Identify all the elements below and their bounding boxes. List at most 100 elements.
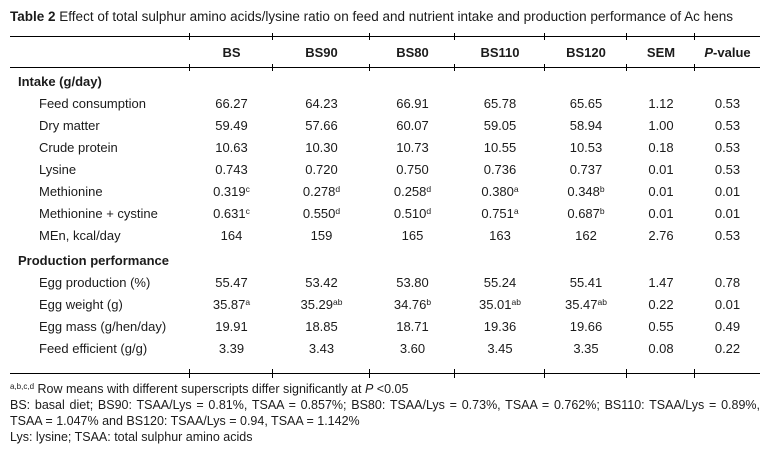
- value-cell: 0.22: [714, 341, 741, 356]
- column-header-bs110: BS110: [454, 33, 545, 72]
- significance-superscript: d: [426, 206, 432, 216]
- row-label: Feed efficient (g/g): [39, 341, 148, 356]
- value-cell: 0.510d: [393, 206, 432, 221]
- table-row: Feed consumption 66.27 64.23 66.91 65.78 65.6…: [10, 93, 760, 115]
- value-cell: 0.258d: [393, 184, 432, 199]
- value-cell: 0.53: [714, 96, 741, 111]
- value-cell: 0.01: [714, 206, 741, 221]
- bottom-rule-cell: [544, 360, 627, 378]
- value-cell: 65.78: [483, 96, 517, 111]
- table-body: Intake (g/day) Feed consumption 66.27 64.23…: [10, 68, 760, 361]
- table-row: MEn, kcal/day 164 159 165 163 162 2.76 0.53: [10, 225, 760, 247]
- value-cell: 0.53: [714, 118, 741, 133]
- value-cell: 59.49: [215, 118, 248, 133]
- value-cell: 0.22: [648, 297, 674, 312]
- section-header: Production performance: [18, 253, 169, 268]
- value-cell: 0.53: [714, 162, 741, 177]
- value-cell: 0.631c: [213, 206, 250, 221]
- value-cell: 163: [489, 228, 511, 243]
- value-cell: 35.87a: [212, 297, 251, 312]
- value-cell: 159: [310, 228, 333, 243]
- significance-superscript: ab: [597, 297, 607, 307]
- significance-superscript: ab: [333, 297, 343, 307]
- table-title: Table 2 Effect of total sulphur amino ac…: [10, 6, 760, 27]
- value-cell: 0.55: [648, 319, 674, 334]
- significance-superscript: d: [426, 184, 432, 194]
- value-cell: 55.41: [569, 275, 603, 290]
- significance-superscript: b: [599, 206, 605, 216]
- bottom-rule-cell: [454, 360, 545, 378]
- footnote-abbreviations: Lys: lysine; TSAA: total sulphur amino a…: [10, 430, 253, 444]
- value-cell: 0.720: [305, 162, 338, 177]
- value-cell: 0.08: [648, 341, 674, 356]
- value-cell: 10.63: [215, 140, 248, 155]
- value-cell: 19.36: [483, 319, 517, 334]
- value-cell: 0.01: [714, 297, 741, 312]
- table-row: Feed efficient (g/g) 3.39 3.43 3.60 3.45 3.35…: [10, 338, 760, 360]
- column-header-bs90: BS90: [272, 33, 370, 72]
- value-cell: 1.00: [648, 118, 674, 133]
- row-label: Lysine: [39, 162, 77, 177]
- row-label: Methionine + cystine: [39, 206, 158, 221]
- table-row: Crude protein 10.63 10.30 10.73 10.55 10.53 0.…: [10, 137, 760, 159]
- value-cell: 55.47: [215, 275, 248, 290]
- value-cell: 66.27: [215, 96, 248, 111]
- value-cell: 57.66: [305, 118, 338, 133]
- column-header-sem: SEM: [626, 33, 695, 72]
- bottom-rule-cell: [626, 360, 695, 378]
- table-caption: Effect of total sulphur amino acids/lysi…: [59, 9, 733, 24]
- value-cell: 18.85: [305, 319, 338, 334]
- significance-superscript: b: [426, 297, 432, 307]
- value-cell: 0.319c: [213, 184, 250, 199]
- row-label: Egg mass (g/hen/day): [39, 319, 167, 334]
- value-cell: 0.01: [648, 184, 674, 199]
- value-cell: 58.94: [569, 118, 603, 133]
- row-label: Crude protein: [39, 140, 118, 155]
- value-cell: 0.18: [648, 140, 674, 155]
- row-label: Dry matter: [39, 118, 100, 133]
- value-cell: 0.01: [714, 184, 741, 199]
- value-cell: 0.737: [569, 162, 603, 177]
- value-cell: 3.43: [308, 341, 335, 356]
- significance-superscript: d: [335, 206, 341, 216]
- value-cell: 10.73: [396, 140, 429, 155]
- value-cell: 0.751a: [481, 206, 519, 221]
- row-label: Egg weight (g): [39, 297, 123, 312]
- value-cell: 55.24: [483, 275, 517, 290]
- row-label: Methionine: [39, 184, 103, 199]
- value-cell: 53.80: [396, 275, 429, 290]
- value-cell: 0.380a: [481, 184, 519, 199]
- table-row: Egg production (%) 55.47 53.42 53.80 55.24 55…: [10, 272, 760, 294]
- value-cell: 10.55: [483, 140, 517, 155]
- table-header-row: BS BS90 BS80 BS110 BS120 SEM P-value: [10, 33, 760, 72]
- significance-superscript: d: [335, 184, 341, 194]
- value-cell: 59.05: [483, 118, 517, 133]
- value-cell: 35.01ab: [478, 297, 521, 312]
- value-cell: 3.60: [399, 341, 426, 356]
- value-cell: 3.45: [487, 341, 513, 356]
- bottom-rule-cell: [272, 360, 370, 378]
- value-cell: 0.736: [483, 162, 517, 177]
- row-label: MEn, kcal/day: [39, 228, 121, 243]
- significance-superscript: c: [245, 206, 250, 216]
- value-cell: 35.47ab: [564, 297, 607, 312]
- table-number: Table 2: [10, 9, 56, 24]
- value-cell: 0.53: [714, 228, 741, 243]
- row-label: Feed consumption: [39, 96, 146, 111]
- footnote-significance: a,b,c,d Row means with different supersc…: [10, 382, 409, 396]
- value-cell: 0.278d: [302, 184, 341, 199]
- bottom-rule-cell: [189, 360, 273, 378]
- column-header-bs120: BS120: [544, 33, 627, 72]
- value-cell: 10.53: [569, 140, 603, 155]
- significance-superscript: c: [245, 184, 250, 194]
- section-header: Intake (g/day): [18, 74, 102, 89]
- value-cell: 0.01: [648, 162, 674, 177]
- value-cell: 165: [401, 228, 424, 243]
- value-cell: 164: [220, 228, 243, 243]
- row-label-column-header: [10, 36, 190, 68]
- column-header-bs: BS: [189, 33, 273, 72]
- row-label: Egg production (%): [39, 275, 151, 290]
- significance-superscript: ab: [511, 297, 521, 307]
- value-cell: 0.750: [396, 162, 429, 177]
